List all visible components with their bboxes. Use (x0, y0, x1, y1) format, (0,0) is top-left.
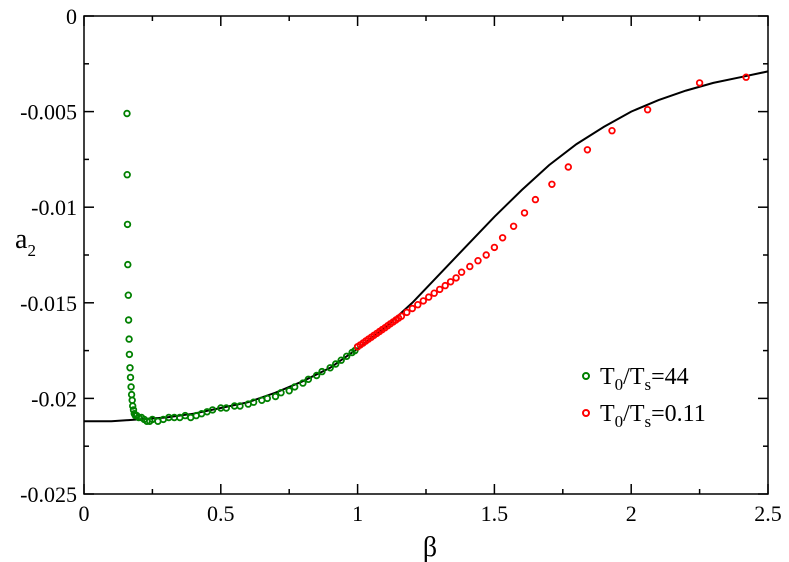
data-point-series-2 (397, 312, 406, 320)
data-point-series-1 (208, 406, 217, 414)
data-point-series-1 (291, 383, 299, 391)
x-tick-label: 0 (79, 501, 90, 526)
data-point-series-2 (742, 73, 750, 81)
y-tick-label: -0.015 (20, 291, 77, 316)
data-point-series-2 (490, 243, 499, 252)
x-tick-label: 0.5 (207, 501, 235, 526)
data-point-series-1 (304, 375, 313, 383)
legend-marker-series-1 (582, 372, 590, 380)
data-point-series-2 (408, 304, 416, 313)
data-point-series-1 (125, 335, 133, 343)
data-point-series-2 (509, 222, 518, 230)
data-point-series-1 (271, 392, 280, 401)
data-point-series-1 (312, 371, 321, 380)
data-point-series-1 (263, 394, 271, 403)
data-point-series-2 (498, 234, 507, 242)
data-point-series-1 (236, 402, 244, 410)
x-tick-label: 2 (626, 501, 637, 526)
data-point-series-2 (403, 308, 411, 317)
x-tick-label: 2.5 (754, 501, 782, 526)
data-point-series-1 (285, 387, 293, 395)
data-point-series-2 (564, 163, 572, 171)
data-point-series-2 (430, 289, 438, 297)
data-point-series-2 (482, 251, 490, 259)
x-tick-label: 1 (352, 501, 363, 526)
data-point-series-2 (457, 268, 466, 276)
data-point-series-1 (128, 396, 136, 404)
data-point-series-1 (343, 352, 351, 360)
data-point-series-1 (125, 350, 134, 359)
legend-entry-series-2: T0/Ts=0.11 (600, 401, 706, 431)
data-point-series-1 (127, 383, 135, 391)
data-point-series-2 (436, 285, 444, 294)
data-point-series-1 (332, 360, 340, 368)
axis-ticks (83, 15, 769, 495)
data-point-series-2 (466, 262, 474, 271)
legend-marker-series-2 (582, 409, 590, 417)
data-point-series-1 (299, 379, 307, 387)
data-point-series-1 (128, 402, 137, 410)
data-point-series-1 (123, 109, 131, 118)
y-tick-label: -0.01 (31, 195, 77, 220)
data-point-series-1 (318, 367, 326, 376)
data-point-series-2 (643, 105, 652, 114)
x-tick-label: 1.5 (481, 501, 509, 526)
data-point-series-2 (608, 126, 616, 135)
data-point-series-2 (414, 301, 422, 309)
data-point-series-2 (695, 79, 704, 87)
data-point-series-2 (441, 281, 449, 290)
data-point-series-1 (124, 260, 132, 269)
data-point-series-2 (446, 278, 455, 286)
data-point-series-2 (583, 146, 592, 154)
data-point-series-1 (222, 404, 230, 412)
data-point-series-2 (474, 257, 482, 265)
data-point-series-1 (249, 398, 258, 406)
y-tick-label: -0.025 (20, 482, 77, 507)
data-point-series-2 (531, 195, 540, 204)
y-tick-label: -0.02 (31, 386, 77, 411)
data-point-series-2 (520, 209, 529, 217)
data-point-series-1 (126, 373, 135, 382)
data-point-series-1 (337, 356, 345, 364)
y-axis-label-main: a (15, 224, 28, 255)
data-point-series-1 (124, 316, 133, 324)
y-tick-label: -0.005 (20, 100, 77, 125)
data-point-series-1 (123, 170, 131, 179)
data-point-series-1 (123, 220, 132, 229)
data-point-series-1 (326, 364, 334, 372)
data-point-series-1 (126, 364, 134, 372)
y-tick-label: 0 (66, 4, 77, 29)
data-point-series-1 (124, 291, 132, 299)
data-point-series-2 (419, 297, 427, 305)
data-point-series-2 (548, 180, 556, 188)
data-points (123, 73, 750, 425)
legend-entry-series-1: T0/Ts=44 (600, 364, 689, 394)
y-axis-label: a2 (15, 224, 36, 260)
data-point-series-2 (452, 274, 460, 282)
x-axis-label: β (423, 532, 437, 562)
y-axis-label-sub: 2 (27, 241, 36, 260)
data-point-series-2 (425, 293, 433, 301)
data-point-series-1 (127, 390, 136, 399)
axis-tick-labels: 0 0.5 1 1.5 2 2.5 -0.025 -0.02 -0.015 -0.01 -0.005… (20, 4, 782, 526)
legend: T0/Ts=44 T0/Ts=0.11 (582, 364, 706, 431)
data-point-series-1 (277, 389, 285, 397)
